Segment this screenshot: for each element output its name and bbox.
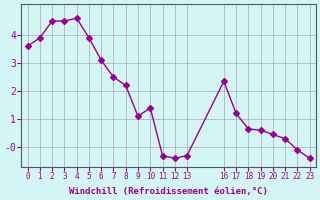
X-axis label: Windchill (Refroidissement éolien,°C): Windchill (Refroidissement éolien,°C) (69, 187, 268, 196)
